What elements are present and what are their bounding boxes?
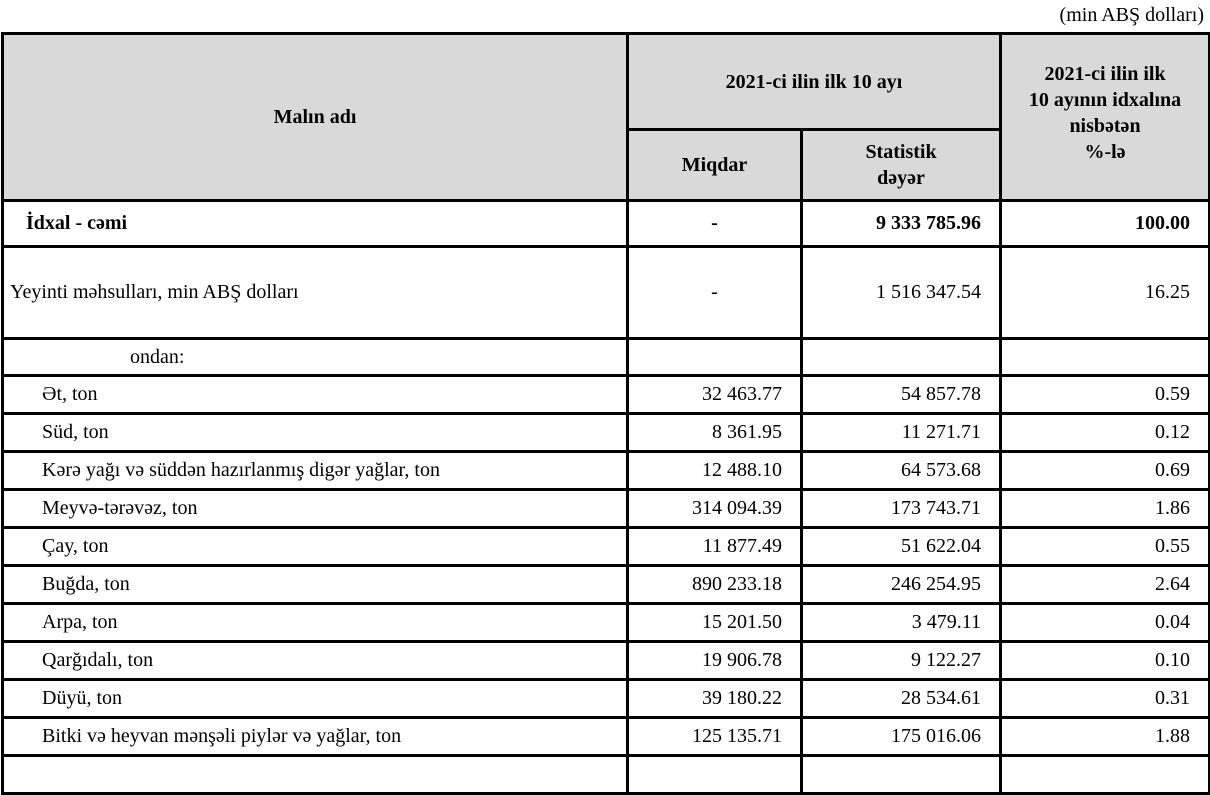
unit-note: (min ABŞ dolları) [1059, 4, 1204, 26]
quantity-cell: 314 094.39 [626, 488, 803, 529]
statistical-value-cell: 11 271.71 [800, 412, 1002, 453]
share-cell: 0.69 [999, 450, 1210, 491]
quantity-cell: 890 233.18 [626, 564, 803, 605]
empty-cell [626, 337, 803, 377]
food-share: 16.25 [999, 245, 1210, 340]
share-cell: 1.86 [999, 488, 1210, 529]
header-share-line: nisbətən [1069, 115, 1141, 137]
product-name-cell: Süd, ton [1, 412, 629, 453]
header-share-line: 2021-ci ilin ilk [1044, 63, 1166, 85]
quantity-cell: 125 135.71 [626, 716, 803, 757]
empty-cell [800, 337, 1002, 377]
share-cell: 0.10 [999, 640, 1210, 681]
share-cell: 0.31 [999, 678, 1210, 719]
header-value-line: dəyər [877, 167, 925, 189]
product-name-cell: Kərə yağı və süddən hazırlanmış digər ya… [1, 450, 629, 491]
share-cell: 0.12 [999, 412, 1210, 453]
empty-cell [800, 754, 1002, 795]
of-which-row: ondan: [1, 337, 1210, 377]
total-quantity: - [626, 199, 803, 248]
food-quantity: - [626, 245, 803, 340]
quantity-cell: 19 906.78 [626, 640, 803, 681]
empty-cell [626, 754, 803, 795]
share-cell: 0.04 [999, 602, 1210, 643]
table-row: Ət, ton 32 463.77 54 857.78 0.59 [1, 374, 1210, 415]
table-row: Arpa, ton 15 201.50 3 479.11 0.04 [1, 602, 1210, 643]
food-name: Yeyinti məhsulları, min ABŞ dolları [1, 245, 629, 340]
share-cell: 0.55 [999, 526, 1210, 567]
statistical-value-cell: 175 016.06 [800, 716, 1002, 757]
share-cell: 1.88 [999, 716, 1210, 757]
statistical-value-cell: 51 622.04 [800, 526, 1002, 567]
product-name-cell: Çay, ton [1, 526, 629, 567]
total-row: İdxal - cəmi - 9 333 785.96 100.00 [1, 199, 1210, 248]
total-value: 9 333 785.96 [800, 199, 1002, 248]
share-cell: 2.64 [999, 564, 1210, 605]
quantity-cell: 8 361.95 [626, 412, 803, 453]
header-product-name: Malın adı [1, 32, 629, 202]
table-row: Bitki və heyvan mənşəli piylər və yağlar… [1, 716, 1210, 757]
header-row-1: Malın adı 2021-ci ilin ilk 10 ayı 2021-c… [1, 32, 1210, 202]
statistical-value-cell: 3 479.11 [800, 602, 1002, 643]
table-row: Kərə yağı və süddən hazırlanmış digər ya… [1, 450, 1210, 491]
food-value: 1 516 347.54 [800, 245, 1002, 340]
header-share-line: %-lə [1084, 141, 1126, 163]
statistical-value-cell: 64 573.68 [800, 450, 1002, 491]
product-name-cell: Ət, ton [1, 374, 629, 415]
total-share: 100.00 [999, 199, 1210, 248]
statistical-value-cell: 9 122.27 [800, 640, 1002, 681]
product-name-cell: Qarğıdalı, ton [1, 640, 629, 681]
statistical-value-cell: 28 534.61 [800, 678, 1002, 719]
statistical-value-cell: 246 254.95 [800, 564, 1002, 605]
table-row: Süd, ton 8 361.95 11 271.71 0.12 [1, 412, 1210, 453]
food-row: Yeyinti məhsulları, min ABŞ dolları - 1 … [1, 245, 1210, 340]
header-value-line: Statistik [865, 141, 937, 163]
header-share: 2021-ci ilin ilk 10 ayının idxalına nisb… [999, 32, 1210, 202]
table-row: Çay, ton 11 877.49 51 622.04 0.55 [1, 526, 1210, 567]
table-row: Meyvə-tərəvəz, ton 314 094.39 173 743.71 1.… [1, 488, 1210, 529]
header-row-2: Miqdar Statistik dəyər [3, 128, 1210, 202]
of-which-label: ondan: [1, 337, 629, 377]
empty-cell [999, 754, 1210, 795]
table-row: Qarğıdalı, ton 19 906.78 9 122.27 0.10 [1, 640, 1210, 681]
table-row-partial [1, 754, 1210, 795]
share-cell: 0.59 [999, 374, 1210, 415]
quantity-cell: 32 463.77 [626, 374, 803, 415]
empty-cell [1, 754, 629, 795]
empty-cell [999, 337, 1210, 377]
table-row: Düyü, ton 39 180.22 28 534.61 0.31 [1, 678, 1210, 719]
table-row: Buğda, ton 890 233.18 246 254.95 2.64 [1, 564, 1210, 605]
product-name-cell: Buğda, ton [1, 564, 629, 605]
product-name-cell: Düyü, ton [1, 678, 629, 719]
total-name: İdxal - cəmi [1, 199, 629, 248]
header-period: 2021-ci ilin ilk 10 ayı [626, 32, 1002, 131]
quantity-cell: 12 488.10 [626, 450, 803, 491]
header-share-line: 10 ayının idxalına [1028, 89, 1182, 111]
product-name-cell: Bitki və heyvan mənşəli piylər və yağlar… [1, 716, 629, 757]
import-table: Malın adı 2021-ci ilin ilk 10 ayı 2021-c… [1, 32, 1210, 795]
header-statistical-value: Statistik dəyər [800, 128, 1002, 202]
quantity-cell: 11 877.49 [626, 526, 803, 567]
statistical-value-cell: 54 857.78 [800, 374, 1002, 415]
statistical-value-cell: 173 743.71 [800, 488, 1002, 529]
product-name-cell: Arpa, ton [1, 602, 629, 643]
quantity-cell: 15 201.50 [626, 602, 803, 643]
quantity-cell: 39 180.22 [626, 678, 803, 719]
product-name-cell: Meyvə-tərəvəz, ton [1, 488, 629, 529]
header-quantity: Miqdar [626, 128, 803, 202]
